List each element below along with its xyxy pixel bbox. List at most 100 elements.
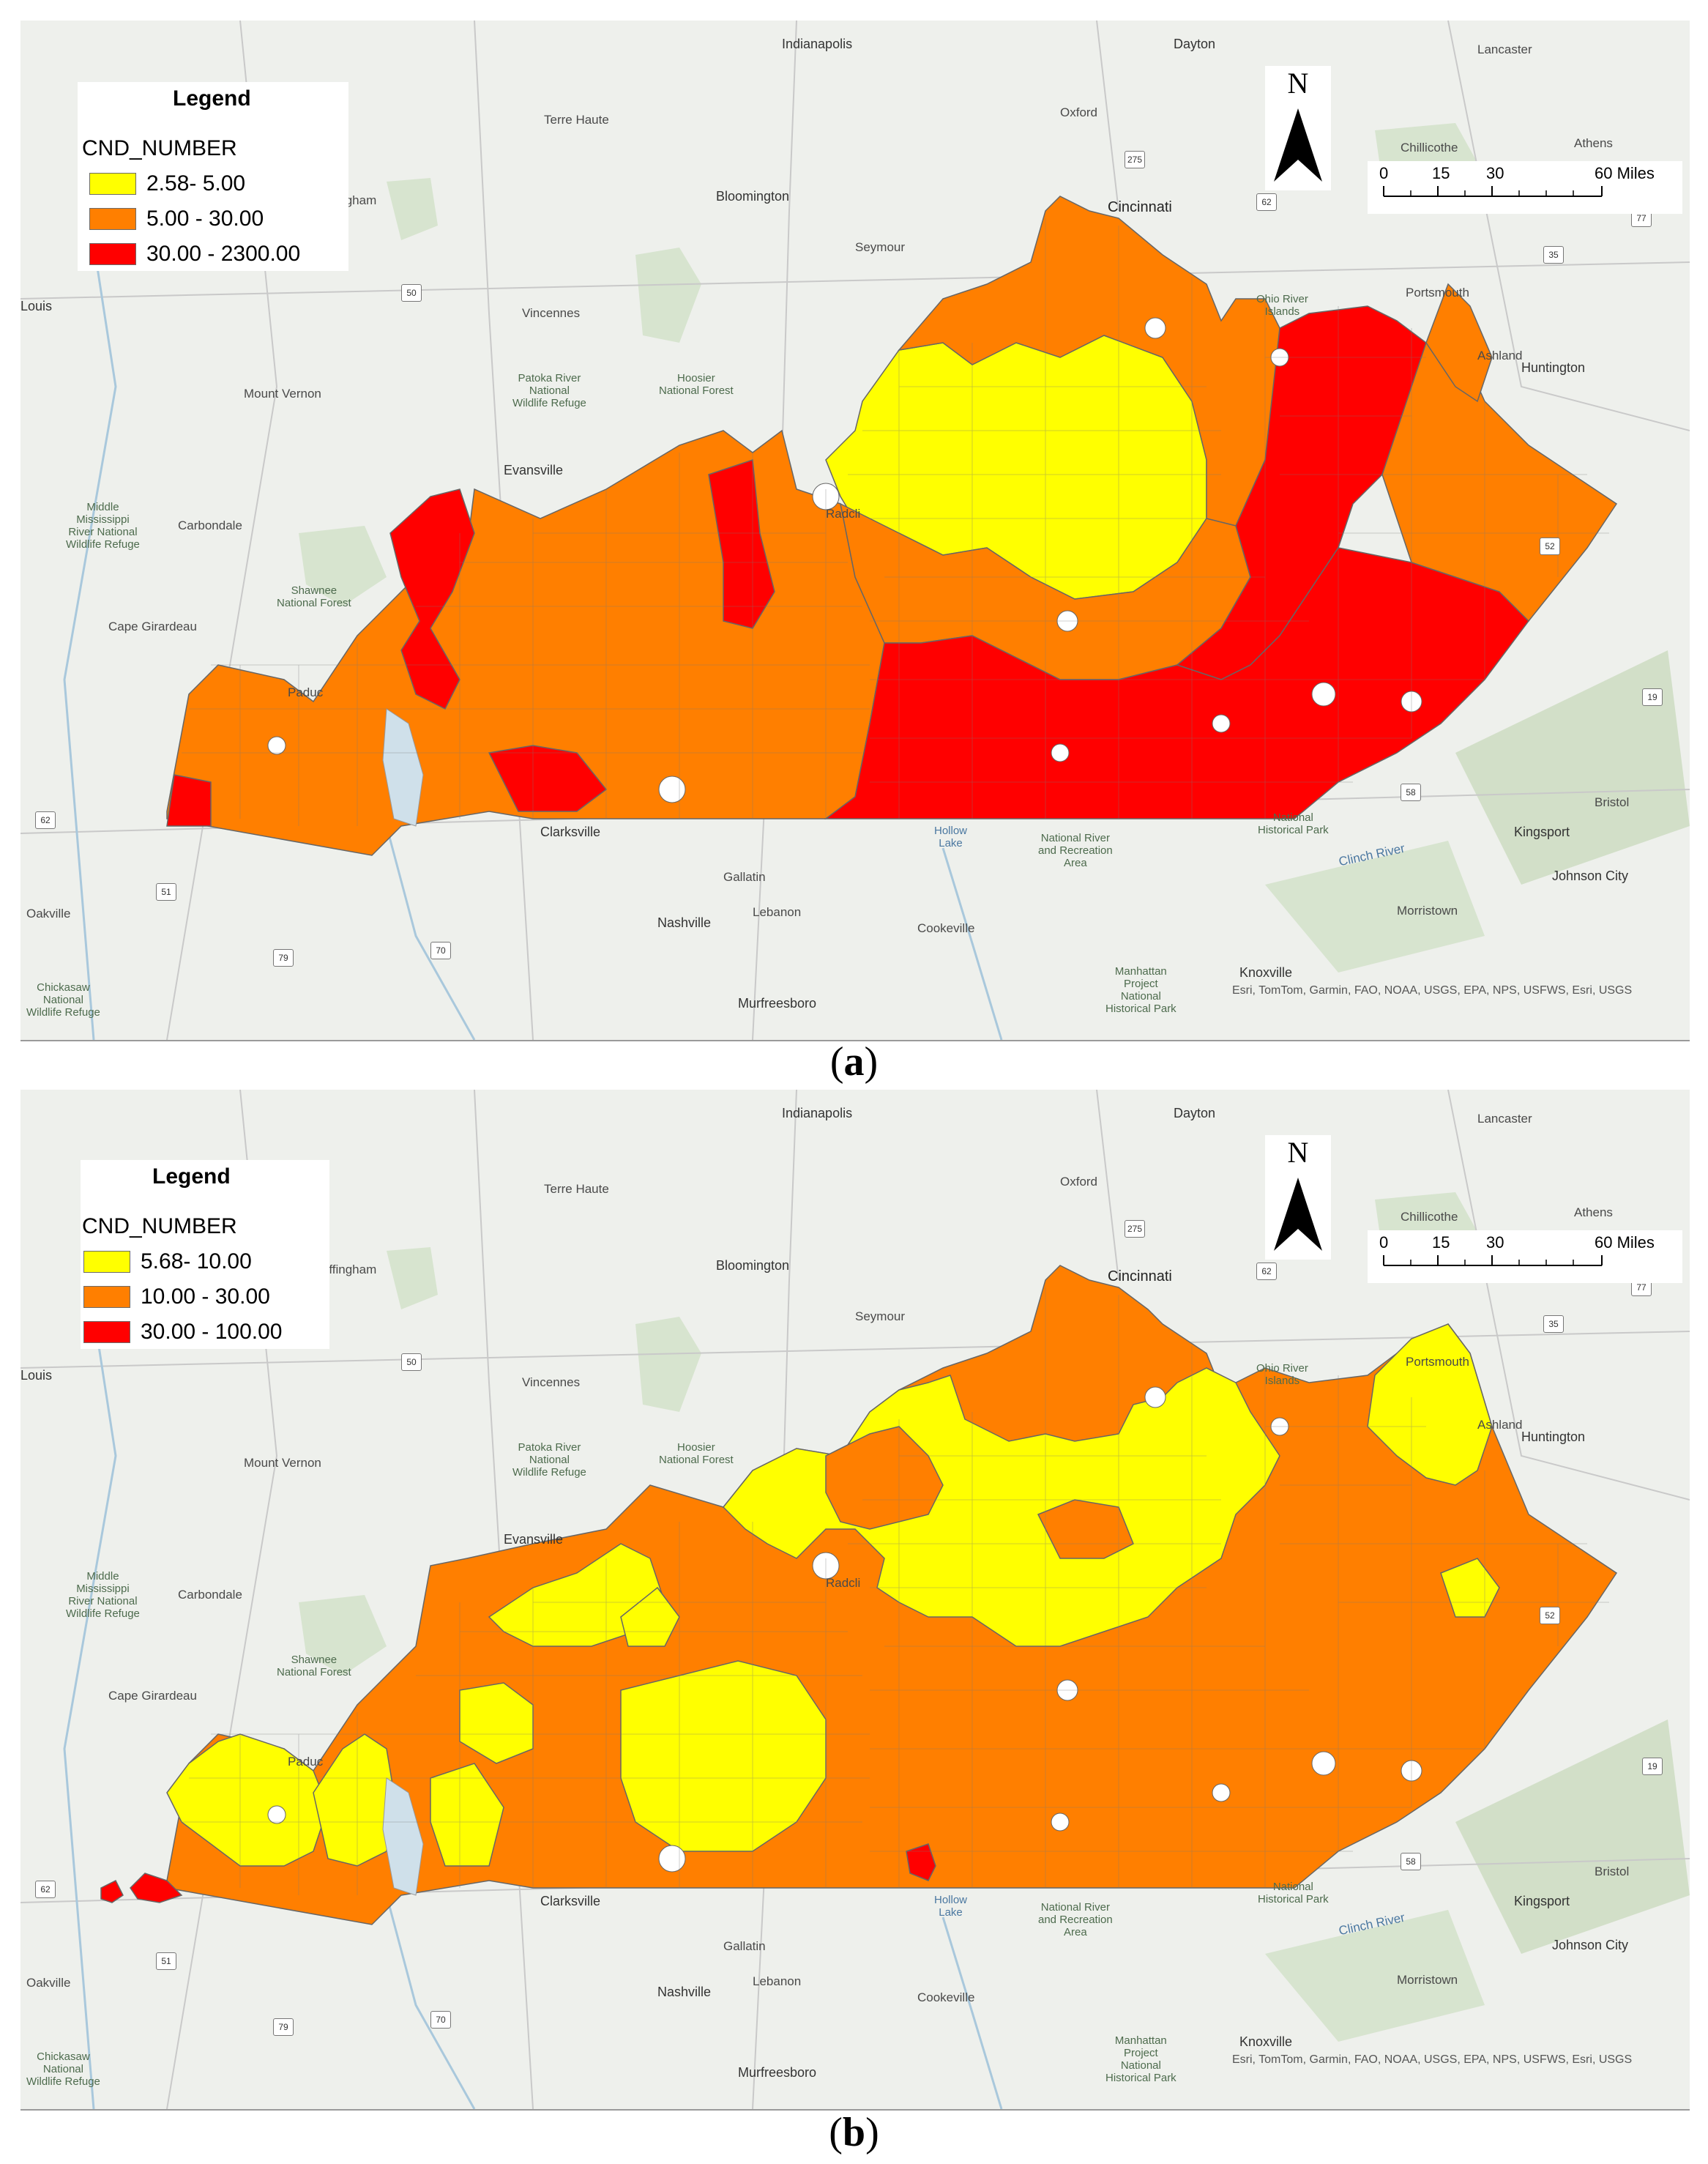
scale-bar-a: 0 15 30 60 Miles [1368, 161, 1682, 214]
label-dayton: Dayton [1174, 37, 1216, 51]
label-carbondale: Carbondale [178, 1588, 242, 1602]
label-morristown: Morristown [1397, 904, 1458, 918]
legend-item: 10.00 - 30.00 [83, 1284, 270, 1309]
highway-shield: 58 [1401, 1853, 1421, 1870]
label-dayton: Dayton [1174, 1106, 1216, 1120]
north-arrow-icon [1274, 108, 1322, 182]
label-huntington: Huntington [1521, 1429, 1586, 1444]
highway-shield: 62 [1256, 1263, 1277, 1280]
caption-letter: a [843, 1039, 865, 1085]
highway-shield: 50 [401, 1353, 422, 1371]
legend-swatch-red [89, 243, 136, 265]
label-kingsport: Kingsport [1514, 1894, 1570, 1908]
label-portsmouth: Portsmouth [1406, 1355, 1469, 1369]
label-knoxville: Knoxville [1239, 2034, 1293, 2049]
label-radcliff: Radcli [826, 507, 861, 521]
label-bloomington: Bloomington [716, 189, 790, 204]
label-bristol: Bristol [1595, 795, 1630, 809]
map-panel-b: Indianapolis Dayton Lancaster Terre Haut… [20, 1090, 1690, 2111]
scale-bar-b: 0 15 30 60 Miles [1368, 1230, 1682, 1283]
label-louis: Louis [20, 299, 53, 313]
label-shawnee: Shawnee National Forest [277, 1654, 351, 1678]
label-carbondale: Carbondale [178, 518, 242, 532]
north-arrow-a: N [1265, 66, 1331, 190]
legend-swatch-yellow [83, 1251, 130, 1273]
scale-bar-graphic [1383, 1255, 1603, 1266]
highway-shield: 51 [156, 883, 176, 901]
attribution-b: Esri, TomTom, Garmin, FAO, NOAA, USGS, E… [1232, 2053, 1633, 2066]
attribution-a: Esri, TomTom, Garmin, FAO, NOAA, USGS, E… [1232, 984, 1633, 997]
legend-field-name: CND_NUMBER [82, 136, 237, 160]
label-indianapolis: Indianapolis [782, 37, 853, 51]
north-letter: N [1287, 1136, 1309, 1169]
scale-bar-graphic [1383, 186, 1603, 197]
scale-tick-label: 0 [1379, 1233, 1389, 1252]
legend-item-label: 30.00 - 100.00 [141, 1320, 283, 1344]
highway-shield: 19 [1642, 688, 1663, 706]
highway-shield: 35 [1543, 246, 1564, 264]
label-oakville: Oakville [26, 907, 71, 921]
label-bloomington: Bloomington [716, 1258, 790, 1273]
scale-tick-label: 60 Miles [1595, 164, 1655, 182]
legend-a: Legend CND_NUMBER 2.58- 5.00 5.00 - 30.0… [78, 82, 348, 271]
north-arrow-b: N [1265, 1135, 1331, 1260]
legend-item-label: 5.68- 10.00 [141, 1249, 252, 1274]
label-patoka: Patoka River National Wildlife Refuge [512, 372, 586, 409]
label-bristol: Bristol [1595, 1864, 1630, 1878]
label-lancaster: Lancaster [1477, 42, 1532, 56]
north-arrow-icon [1274, 1178, 1322, 1251]
highway-shield: 52 [1540, 538, 1560, 555]
label-chickasaw: Chickasaw National Wildlife Refuge [26, 981, 100, 1019]
highway-shield: 35 [1543, 1315, 1564, 1333]
label-chillicothe: Chillicothe [1401, 1210, 1458, 1224]
highway-shield: 79 [273, 949, 294, 967]
label-middle-mississippi: Middle Mississippi River National Wildli… [66, 1570, 140, 1620]
label-mount-vernon: Mount Vernon [244, 387, 321, 401]
label-ashland: Ashland [1477, 349, 1523, 362]
highway-shield: 79 [273, 2018, 294, 2036]
label-hollow-lake: Hollow Lake [934, 1894, 968, 1919]
label-cookeville: Cookeville [917, 1990, 975, 2004]
highway-shield: 62 [35, 1881, 56, 1898]
legend-item-label: 10.00 - 30.00 [141, 1284, 270, 1309]
label-ohio-river-islands: Ohio River Islands [1256, 1362, 1308, 1387]
label-national-river: National River and Recreation Area [1038, 1901, 1113, 1938]
label-kingsport: Kingsport [1514, 825, 1570, 839]
label-clarksville: Clarksville [540, 1894, 601, 1908]
legend-swatch-yellow [89, 173, 136, 195]
label-athens: Athens [1574, 136, 1613, 150]
label-athens: Athens [1574, 1205, 1613, 1219]
legend-swatch-orange [83, 1286, 130, 1308]
label-hoosier: Hoosier National Forest [659, 372, 734, 397]
legend-item-label: 5.00 - 30.00 [146, 207, 264, 231]
label-paducah: Paduc [288, 685, 324, 699]
label-patoka: Patoka River National Wildlife Refuge [512, 1441, 586, 1479]
highway-shield: 62 [35, 811, 56, 829]
legend-item: 2.58- 5.00 [89, 171, 245, 196]
label-gallatin: Gallatin [723, 870, 766, 884]
label-mount-vernon: Mount Vernon [244, 1456, 321, 1470]
scale-tick-label: 15 [1432, 164, 1450, 182]
legend-item: 30.00 - 100.00 [83, 1320, 283, 1345]
scale-tick-label: 30 [1486, 1233, 1504, 1252]
label-johnson-city: Johnson City [1552, 869, 1629, 883]
label-louis: Louis [20, 1368, 53, 1383]
label-vincennes: Vincennes [522, 306, 581, 320]
label-evansville: Evansville [504, 463, 564, 477]
label-lancaster: Lancaster [1477, 1112, 1532, 1126]
legend-title: Legend [152, 1164, 231, 1189]
legend-item: 30.00 - 2300.00 [89, 242, 300, 267]
scale-tick-label: 60 Miles [1595, 1233, 1655, 1252]
label-ashland: Ashland [1477, 1418, 1523, 1432]
legend-item: 5.00 - 30.00 [89, 207, 264, 231]
highway-shield: 19 [1642, 1758, 1663, 1775]
label-evansville: Evansville [504, 1532, 564, 1547]
scale-tick-label: 30 [1486, 164, 1504, 182]
label-portsmouth: Portsmouth [1406, 286, 1469, 300]
highway-shield: 275 [1125, 151, 1145, 168]
label-lebanon: Lebanon [753, 1974, 802, 1988]
legend-item-label: 30.00 - 2300.00 [146, 242, 301, 266]
legend-title: Legend [173, 86, 251, 111]
legend-item-label: 2.58- 5.00 [146, 171, 246, 196]
label-terre-haute: Terre Haute [544, 113, 609, 127]
